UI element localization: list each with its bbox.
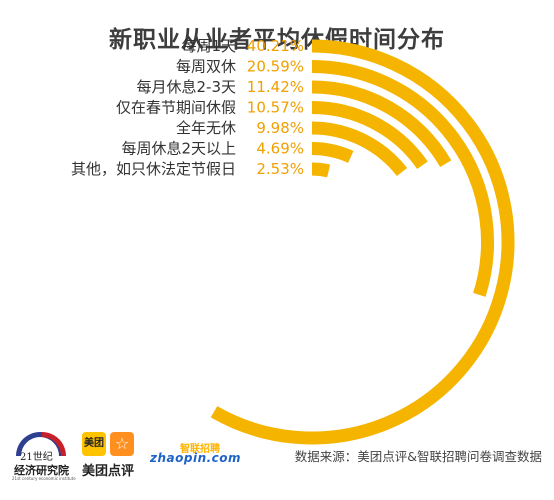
source-note: 数据来源：美团点评&智联招聘问卷调查数据 — [294, 449, 542, 464]
institute-logo-line3: 21st century economic institute — [12, 476, 76, 481]
category-label: 每周休息2天以上 — [121, 140, 236, 158]
value-label: 40.21% — [247, 37, 304, 55]
institute-logo-line2: 经济研究院 — [14, 464, 69, 477]
category-label: 全年无休 — [176, 119, 236, 137]
radial-bar — [311, 162, 331, 178]
meituan-badge: 美团 — [82, 432, 106, 456]
zhaopin-logo-cn: 智联招聘 — [180, 444, 220, 455]
radial-bar — [311, 121, 408, 177]
value-label: 11.42% — [247, 78, 304, 96]
category-label: 每周1天 — [181, 37, 236, 55]
meituan-logo-name: 美团点评 — [82, 464, 135, 479]
radial-bar — [311, 101, 428, 170]
category-label: 每周双休 — [176, 58, 236, 76]
institute-logo-line1: 21世纪 — [20, 452, 53, 463]
chart-title: 新职业从业者平均休假时间分布 — [109, 27, 445, 53]
meituan-logo: 美团 ☆ 美团点评 — [82, 432, 140, 484]
category-label: 其他，如只休法定节假日 — [71, 160, 236, 178]
radial-bar — [210, 39, 515, 445]
value-label: 4.69% — [256, 140, 304, 158]
radial-bar — [311, 80, 452, 167]
zhaopin-logo-en: zhaopin.com — [150, 451, 242, 465]
value-label: 9.98% — [256, 119, 304, 137]
radial-bar — [311, 60, 494, 297]
radial-bar — [311, 142, 354, 163]
zhaopin-logo: 智联招聘 zhaopin.com — [150, 440, 250, 470]
value-label: 20.59% — [247, 58, 304, 76]
category-label: 仅在春节期间休假 — [116, 99, 236, 117]
category-label: 每月休息2-3天 — [136, 78, 236, 96]
value-label: 2.53% — [256, 160, 304, 178]
institute-logo: 21世纪 经济研究院 21st century economic institu… — [12, 432, 76, 484]
dianping-badge-icon: ☆ — [110, 432, 134, 456]
value-label: 10.57% — [247, 99, 304, 117]
